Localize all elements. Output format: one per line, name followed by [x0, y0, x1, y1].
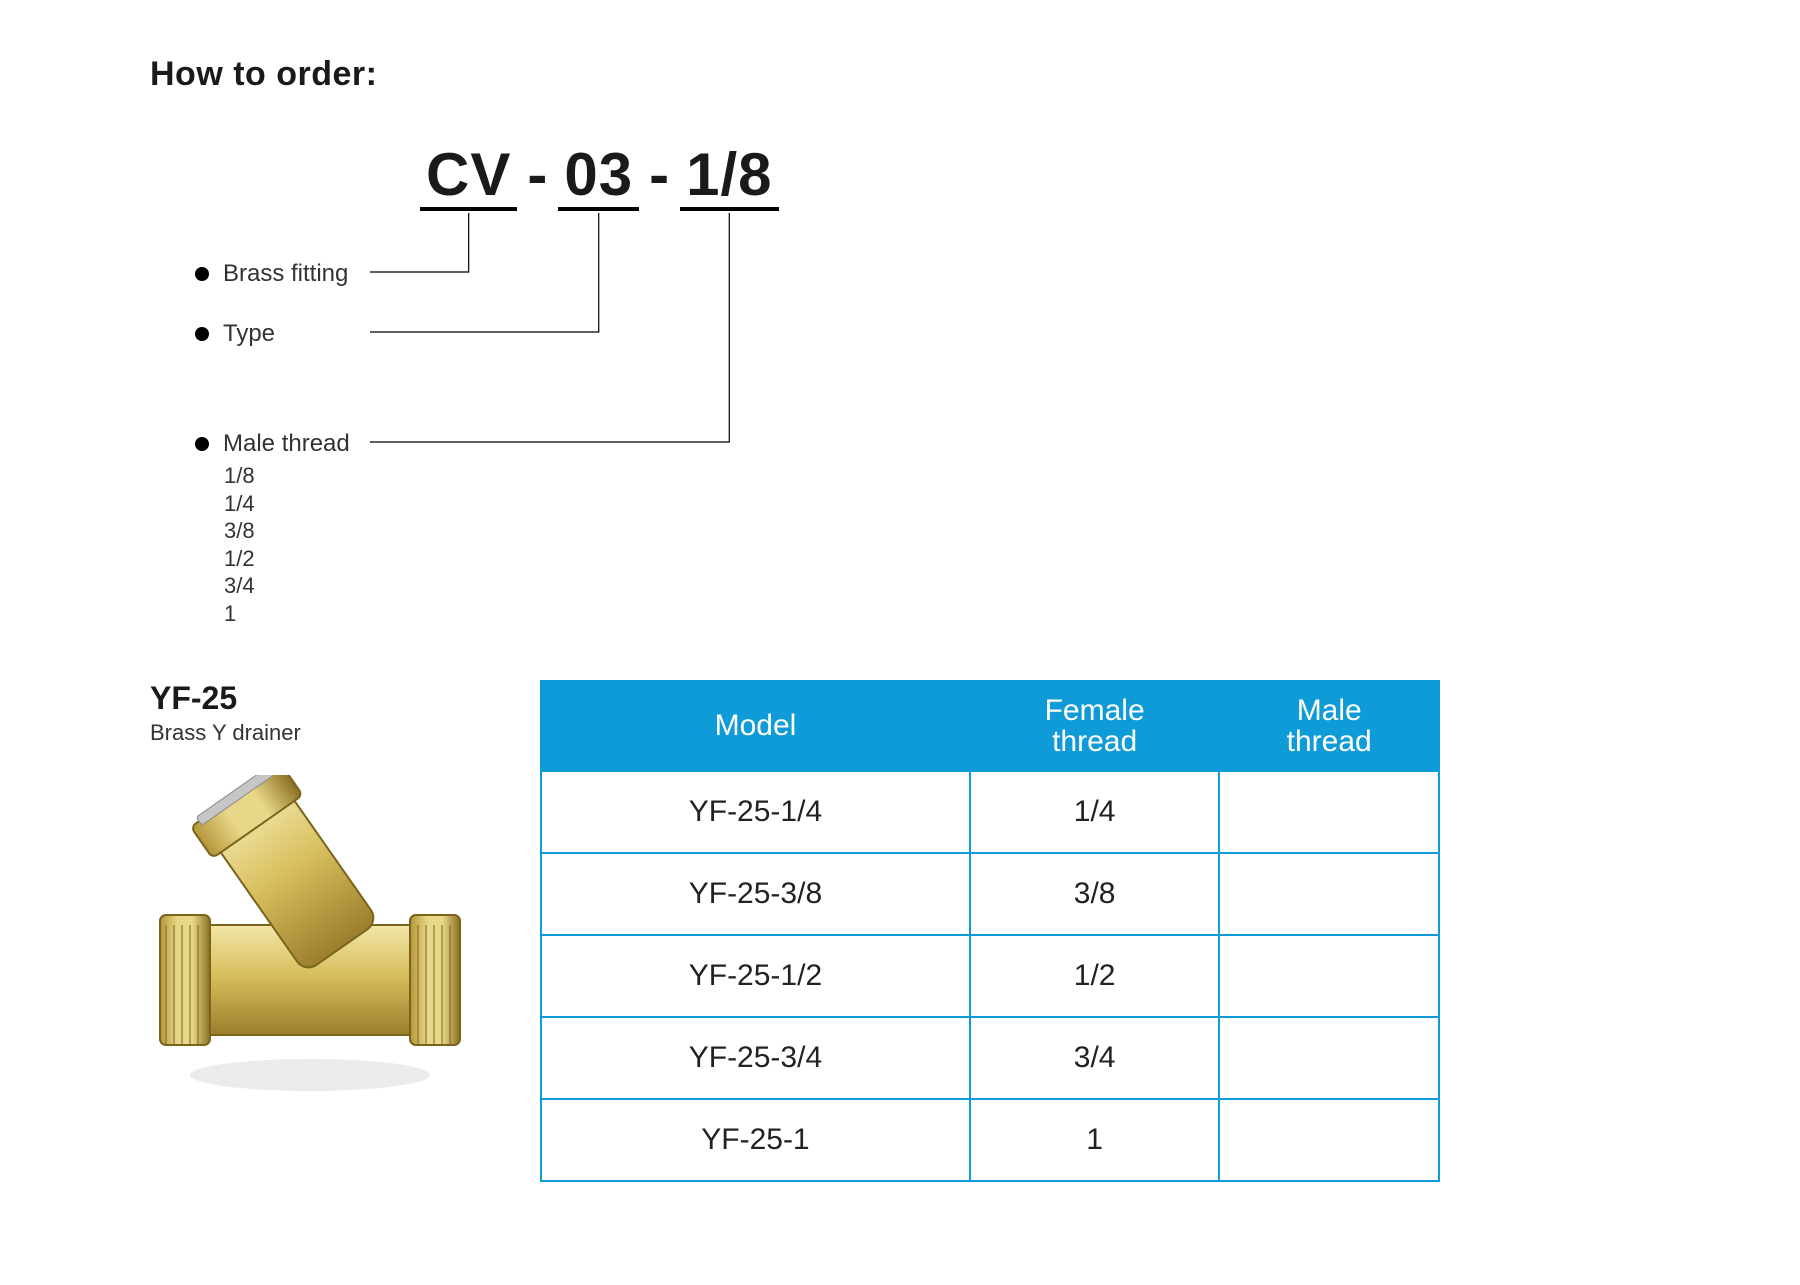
- thread-option: 1: [224, 600, 255, 628]
- order-code-part-1: CV: [420, 145, 517, 211]
- table-row: YF-25-3/83/8: [541, 853, 1439, 935]
- table-cell: 3/4: [970, 1017, 1220, 1099]
- legend-item-male-thread: Male thread: [195, 430, 350, 458]
- legend-label: Male thread: [223, 430, 350, 458]
- legend-item-brass-fitting: Brass fitting: [195, 260, 348, 288]
- spec-table: ModelFemalethreadMalethreadYF-25-1/41/4Y…: [540, 680, 1440, 1182]
- order-code: CV - 03 - 1/8: [420, 145, 779, 211]
- table-header: Femalethread: [970, 681, 1220, 771]
- bullet-dot-icon: [195, 437, 209, 451]
- table-row: YF-25-3/43/4: [541, 1017, 1439, 1099]
- thread-option: 3/4: [224, 572, 255, 600]
- table-cell: YF-25-1/2: [541, 935, 970, 1017]
- order-code-sep: -: [517, 145, 558, 211]
- table-row: YF-25-1/21/2: [541, 935, 1439, 1017]
- legend-label: Brass fitting: [223, 260, 348, 288]
- thread-option: 1/8: [224, 462, 255, 490]
- table-cell: [1219, 1099, 1439, 1181]
- table-cell: YF-25-3/4: [541, 1017, 970, 1099]
- table-row: YF-25-1/41/4: [541, 771, 1439, 853]
- table-cell: YF-25-1/4: [541, 771, 970, 853]
- how-to-order-heading: How to order:: [150, 55, 377, 94]
- table-cell: 3/8: [970, 853, 1220, 935]
- order-code-sep: -: [639, 145, 680, 211]
- table-cell: [1219, 853, 1439, 935]
- product-code: YF-25: [150, 680, 237, 717]
- table-cell: [1219, 935, 1439, 1017]
- male-thread-options: 1/81/43/81/23/41: [224, 462, 255, 627]
- table-header: Malethread: [1219, 681, 1439, 771]
- product-image: [140, 775, 480, 1115]
- table-cell: [1219, 771, 1439, 853]
- order-code-part-2: 03: [558, 145, 639, 211]
- table-cell: 1: [970, 1099, 1220, 1181]
- table-cell: YF-25-1: [541, 1099, 970, 1181]
- legend-item-type: Type: [195, 320, 275, 348]
- table-cell: [1219, 1017, 1439, 1099]
- table-cell: 1/4: [970, 771, 1220, 853]
- table-header: Model: [541, 681, 970, 771]
- thread-option: 1/4: [224, 490, 255, 518]
- legend-label: Type: [223, 320, 275, 348]
- thread-option: 1/2: [224, 545, 255, 573]
- table-cell: YF-25-3/8: [541, 853, 970, 935]
- table-row: YF-25-11: [541, 1099, 1439, 1181]
- bullet-dot-icon: [195, 327, 209, 341]
- product-name: Brass Y drainer: [150, 720, 301, 746]
- bullet-dot-icon: [195, 267, 209, 281]
- thread-option: 3/8: [224, 517, 255, 545]
- table-cell: 1/2: [970, 935, 1220, 1017]
- order-code-part-3: 1/8: [680, 145, 778, 211]
